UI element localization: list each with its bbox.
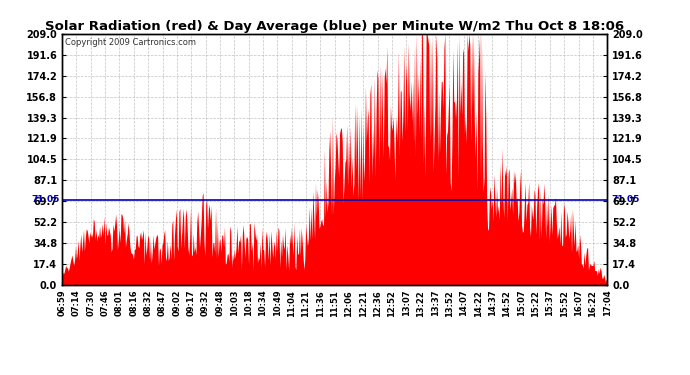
Title: Solar Radiation (red) & Day Average (blue) per Minute W/m2 Thu Oct 8 18:06: Solar Radiation (red) & Day Average (blu… — [45, 20, 624, 33]
Text: Copyright 2009 Cartronics.com: Copyright 2009 Cartronics.com — [65, 38, 196, 46]
Text: 71.05: 71.05 — [31, 195, 59, 204]
Text: 71.05: 71.05 — [611, 195, 640, 204]
